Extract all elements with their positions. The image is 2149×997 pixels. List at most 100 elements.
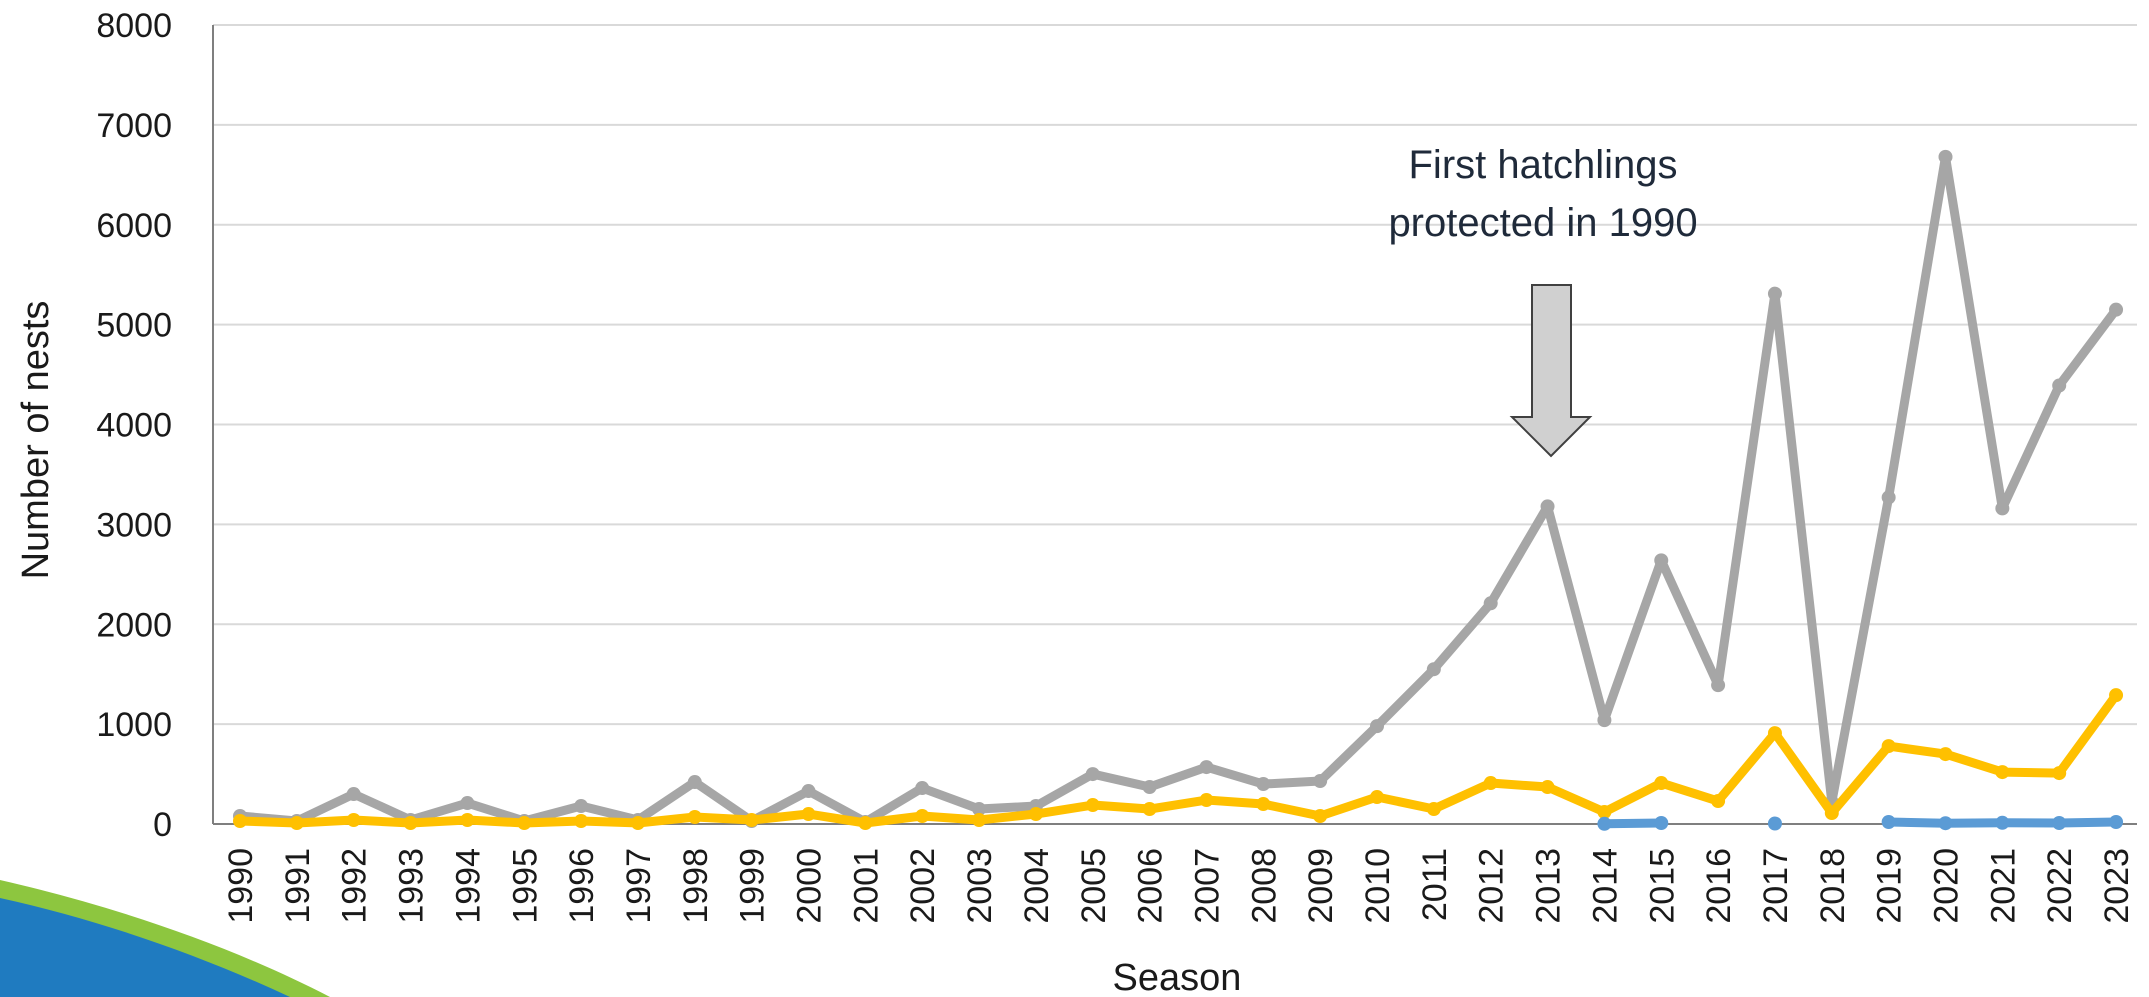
x-axis-title: Season [1113, 957, 1242, 997]
data-point [1654, 776, 1669, 791]
x-tick-label: 2004 [1018, 848, 1056, 924]
y-tick-label: 6000 [96, 207, 172, 245]
annotation-line-1: First hatchlings [1409, 143, 1678, 187]
data-point [1256, 797, 1271, 812]
data-point [915, 781, 930, 796]
data-point [2109, 815, 2124, 830]
data-point [1540, 499, 1555, 514]
y-tick-label: 8000 [96, 7, 172, 45]
data-point [1483, 776, 1498, 791]
data-point [1938, 149, 1953, 164]
x-tick-labels: 1990 1991 1992 1993 1994 1995 1996 1997 1998 1999… [222, 848, 2136, 924]
data-point [801, 807, 816, 822]
gridlines [213, 24, 2137, 726]
data-point [1597, 805, 1612, 820]
data-point [801, 784, 816, 799]
data-point [1654, 553, 1669, 568]
y-axis-title: Number of nests [15, 301, 57, 580]
x-tick-label: 2011 [1416, 848, 1454, 921]
x-tick-label: 2014 [1586, 848, 1624, 924]
x-tick-label: 2009 [1302, 848, 1340, 924]
x-tick-label: 2023 [2098, 848, 2136, 924]
x-tick-label: 2017 [1757, 848, 1795, 924]
annotation: First hatchlings protected in 1990 [1388, 143, 1698, 458]
data-point [1085, 767, 1100, 782]
data-point [517, 816, 532, 831]
series-layer [233, 149, 2124, 831]
data-point [1711, 678, 1726, 693]
data-point [1142, 802, 1157, 817]
data-point [1654, 816, 1669, 831]
series-3 [1597, 815, 2124, 831]
corner-decoration [0, 880, 330, 997]
y-tick-label: 2000 [96, 606, 172, 644]
data-point [1540, 780, 1555, 795]
data-point [1597, 816, 1612, 831]
y-tick-label: 4000 [96, 407, 172, 445]
data-point [1426, 802, 1441, 817]
data-point [972, 813, 987, 828]
data-point [2109, 302, 2124, 317]
data-point [972, 802, 987, 817]
x-tick-label: 1991 [279, 848, 317, 924]
data-point [687, 775, 702, 790]
x-tick-label: 1995 [506, 848, 544, 924]
x-tick-label: 2019 [1871, 848, 1909, 924]
series-line [1599, 818, 1666, 829]
x-tick-label: 2006 [1132, 848, 1170, 924]
data-point [1028, 807, 1043, 822]
x-tick-label: 2015 [1643, 848, 1681, 924]
data-point [2109, 688, 2124, 703]
x-tick-label: 2013 [1530, 848, 1568, 924]
x-tick-label: 1999 [734, 848, 772, 924]
x-tick-label: 2000 [791, 848, 829, 924]
data-point [1767, 816, 1782, 831]
y-tick-labels: 0 1000 2000 3000 4000 5000 6000 7000 8000 [96, 7, 172, 844]
data-point [1370, 719, 1384, 734]
data-point [403, 816, 418, 831]
data-point [1881, 490, 1896, 505]
x-tick-label: 2012 [1473, 848, 1511, 924]
data-point [1142, 780, 1157, 795]
data-point [460, 813, 475, 828]
x-tick-label: 2002 [904, 848, 942, 924]
x-tick-label: 1992 [336, 848, 374, 924]
data-point [1881, 739, 1896, 754]
data-point [1824, 806, 1839, 821]
y-tick-label: 0 [153, 806, 172, 844]
data-point [346, 787, 361, 802]
decor-swoosh-blue [0, 898, 290, 997]
series-1 [233, 149, 2124, 830]
data-point [858, 816, 873, 831]
x-tick-label: 1993 [393, 848, 431, 924]
data-point [1711, 794, 1726, 809]
x-tick-label: 1990 [222, 848, 260, 924]
down-arrow-icon [1509, 284, 1593, 458]
annotation-line-2: protected in 1990 [1388, 201, 1697, 245]
data-point [346, 813, 361, 828]
data-point [1597, 713, 1612, 728]
x-tick-label: 1997 [620, 848, 658, 924]
x-tick-label: 2005 [1075, 848, 1113, 924]
y-tick-label: 5000 [96, 307, 172, 345]
data-point [1995, 765, 2010, 780]
data-point [1881, 815, 1896, 830]
data-point [915, 809, 930, 824]
data-point [2052, 378, 2067, 393]
data-point [1313, 809, 1328, 824]
x-tick-label: 2003 [961, 848, 999, 924]
data-point [1995, 815, 2010, 830]
series-line [235, 690, 2121, 828]
data-point [1313, 774, 1328, 789]
data-point [233, 814, 247, 829]
data-point [1483, 596, 1498, 611]
x-tick-label: 2018 [1814, 848, 1852, 924]
series-line [235, 152, 2121, 827]
data-point [1426, 662, 1441, 677]
data-point [1199, 793, 1214, 808]
y-tick-label: 1000 [96, 706, 172, 744]
data-point [2052, 766, 2067, 781]
data-point [1256, 777, 1271, 792]
series-2 [233, 688, 2124, 831]
y-tick-label: 7000 [96, 107, 172, 145]
